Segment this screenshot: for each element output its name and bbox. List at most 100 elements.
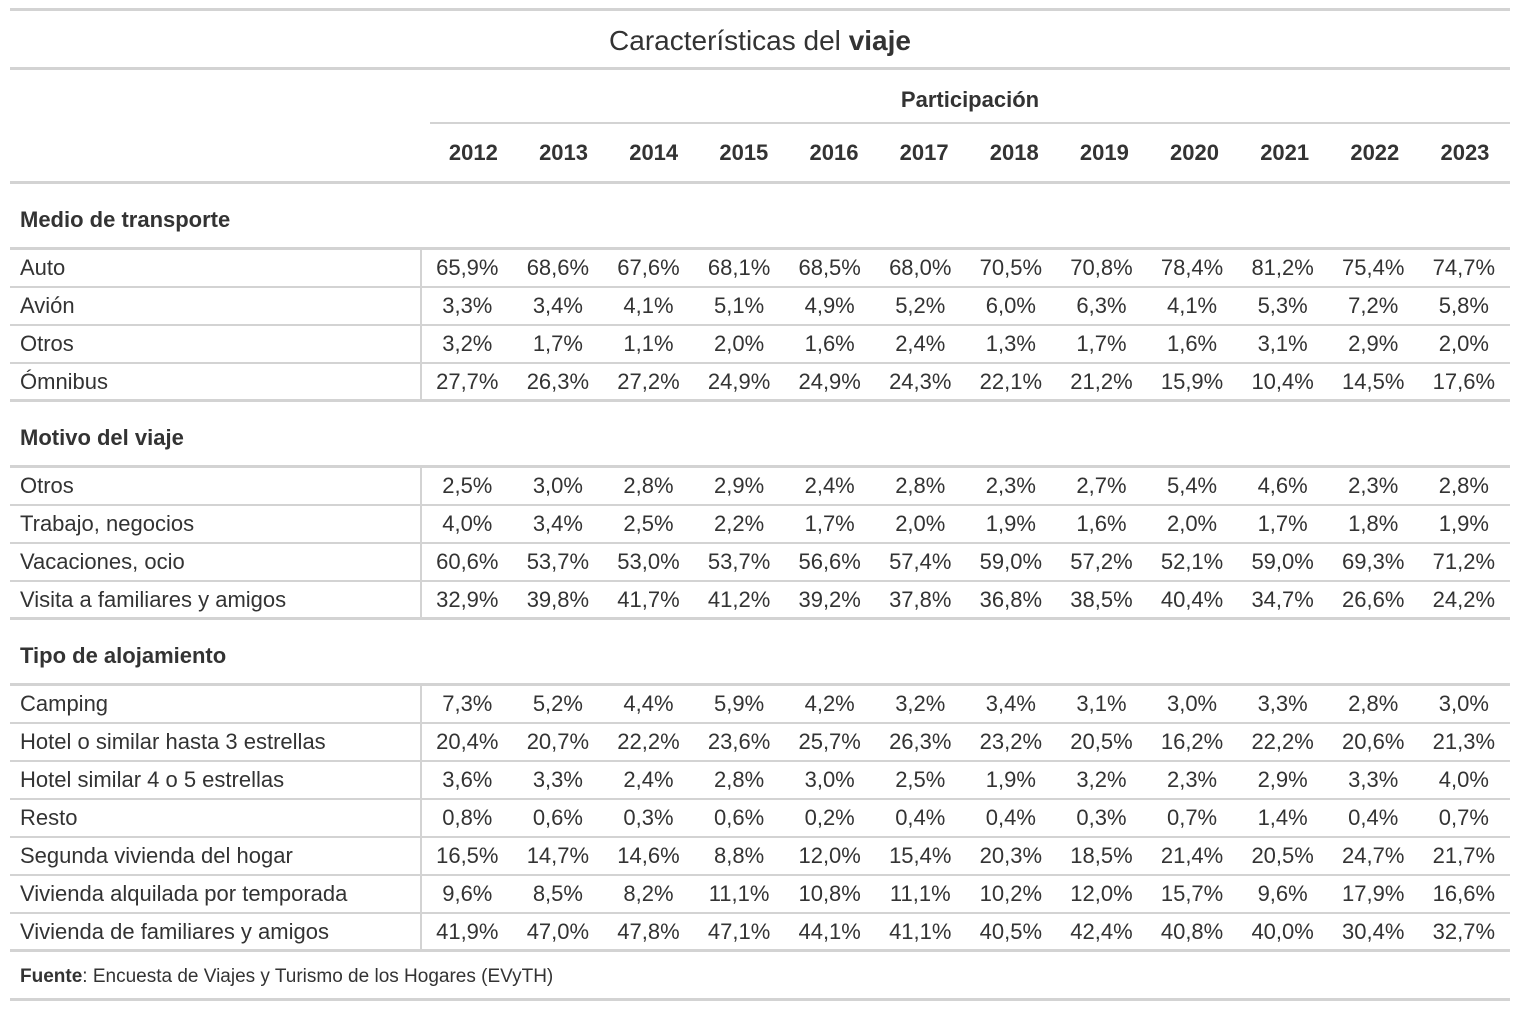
table-cell: 5,1%: [714, 293, 765, 318]
bottom-rule: [10, 998, 1510, 1001]
title-normal: Características del: [609, 25, 841, 56]
table-cell: 3,4%: [532, 511, 583, 536]
table-row: Ómnibus 27,7% 26,3% 27,2% 24,9% 24,9% 24,3% 22,…: [10, 364, 1510, 402]
table-cell: 2,8%: [623, 473, 674, 498]
table-cell: 1,6%: [804, 331, 855, 356]
table-cell: 2,8%: [895, 473, 946, 498]
table-cell: 1,7%: [1257, 511, 1308, 536]
table-cell: 69,3%: [1342, 549, 1405, 574]
table-cell: 2,0%: [1438, 331, 1489, 356]
table-cell: 3,0%: [532, 473, 583, 498]
table-cell: 21,3%: [1432, 729, 1496, 754]
group-rule: [10, 247, 1510, 250]
table-cell: 40,5%: [979, 918, 1043, 944]
table-cell: 78,4%: [1160, 255, 1224, 280]
table-cell: 0,6%: [532, 805, 583, 830]
table-cell: 3,2%: [442, 331, 493, 356]
table-cell: 5,3%: [1257, 293, 1308, 318]
table-cell: 24,7%: [1342, 843, 1405, 868]
table-cell: 52,1%: [1160, 549, 1224, 574]
row-label: Ómnibus: [10, 364, 422, 399]
table-cell: 3,0%: [1438, 691, 1489, 716]
table-cell: 2,5%: [895, 767, 946, 792]
table-cell: 3,2%: [895, 691, 946, 716]
table-cell: 2,9%: [714, 473, 765, 498]
table-cell: 1,7%: [1076, 331, 1127, 356]
year-header-2021: 2021: [1260, 139, 1310, 165]
table-cell: 5,2%: [532, 691, 583, 716]
table-cell: 0,7%: [1438, 805, 1489, 830]
spanner-rule: [430, 122, 1510, 124]
table-cell: 2,2%: [714, 511, 765, 536]
table-cell: 2,0%: [1166, 511, 1218, 536]
table-cell: 1,9%: [1438, 511, 1489, 536]
table-cell: 59,0%: [979, 549, 1043, 574]
table-cell: 20,5%: [1251, 843, 1314, 868]
source-label: Fuente: [20, 966, 83, 987]
table-cell: 59,0%: [1251, 549, 1314, 574]
table-cell: 1,3%: [985, 331, 1036, 356]
table-cell: 3,3%: [532, 767, 583, 792]
table-cell: 1,1%: [623, 331, 674, 356]
table-cell: 53,7%: [526, 549, 590, 574]
row-label: Hotel similar 4 o 5 estrellas: [10, 762, 422, 798]
table-cell: 26,3%: [526, 368, 590, 394]
table-cell: 68,1%: [707, 255, 771, 280]
top-rule: [10, 8, 1510, 11]
table-cell: 1,4%: [1257, 805, 1308, 830]
table-cell: 26,6%: [1342, 586, 1405, 612]
table-cell: 53,7%: [707, 549, 771, 574]
table-cell: 70,5%: [979, 255, 1043, 280]
table-cell: 40,8%: [1160, 918, 1224, 944]
table-cell: 41,1%: [889, 918, 952, 944]
table-cell: 20,4%: [436, 729, 499, 754]
data-table: Características del viaje Participación …: [10, 8, 1510, 1001]
table-cell: 2,9%: [1348, 331, 1399, 356]
table-cell: 24,9%: [707, 368, 771, 394]
table-row: Otros 2,5% 3,0% 2,8% 2,9% 2,4% 2,8% 2,3% 2,7% 5,4…: [10, 468, 1510, 506]
table-cell: 8,5%: [532, 881, 583, 906]
table-cell: 38,5%: [1070, 586, 1133, 612]
table-cell: 41,2%: [707, 586, 771, 612]
table-row: Visita a familiares y amigos 32,9% 39,8% 41…: [10, 582, 1510, 620]
year-header-2018: 2018: [989, 139, 1039, 165]
table-cell: 2,4%: [804, 473, 855, 498]
table-cell: 5,4%: [1166, 473, 1218, 498]
table-cell: 3,3%: [1348, 767, 1399, 792]
table-cell: 3,4%: [985, 691, 1036, 716]
table-cell: 15,9%: [1160, 368, 1224, 394]
row-label: Segunda vivienda del hogar: [10, 838, 422, 874]
table-cell: 47,8%: [617, 918, 680, 944]
table-cell: 37,8%: [889, 586, 952, 612]
table-cell: 2,8%: [1438, 473, 1489, 498]
table-cell: 1,6%: [1166, 331, 1218, 356]
table-cell: 60,6%: [436, 549, 499, 574]
table-row: Resto 0,8% 0,6% 0,3% 0,6% 0,2% 0,4% 0,4% 0,3% 0,7…: [10, 800, 1510, 838]
table-cell: 41,7%: [617, 586, 680, 612]
table-cell: 57,4%: [889, 549, 952, 574]
table-cell: 70,8%: [1070, 255, 1133, 280]
table-cell: 1,9%: [985, 767, 1036, 792]
table-cell: 1,7%: [804, 511, 855, 536]
table-cell: 26,3%: [889, 729, 952, 754]
table-row: Vacaciones, ocio 60,6% 53,7% 53,0% 53,7% 56,6…: [10, 544, 1510, 582]
table-cell: 3,1%: [1076, 691, 1127, 716]
year-header-2015: 2015: [719, 139, 769, 165]
table-cell: 23,6%: [707, 729, 771, 754]
table-cell: 0,6%: [714, 805, 765, 830]
table-cell: 20,7%: [526, 729, 590, 754]
table-cell: 2,0%: [895, 511, 946, 536]
year-header-2014: 2014: [629, 139, 679, 165]
table-cell: 3,0%: [804, 767, 855, 792]
table-cell: 0,3%: [623, 805, 674, 830]
year-header-2022: 2022: [1350, 139, 1400, 165]
table-row: Hotel o similar hasta 3 estrellas 20,4% 20…: [10, 724, 1510, 762]
row-label: Trabajo, negocios: [10, 506, 422, 542]
table-cell: 1,8%: [1348, 511, 1399, 536]
table-cell: 2,7%: [1076, 473, 1127, 498]
table-row: Auto 65,9% 68,6% 67,6% 68,1% 68,5% 68,0% 70,5% 7…: [10, 250, 1510, 288]
table-cell: 0,7%: [1166, 805, 1218, 830]
table-cell: 68,0%: [889, 255, 952, 280]
table-cell: 68,5%: [798, 255, 861, 280]
table-cell: 20,5%: [1070, 729, 1133, 754]
